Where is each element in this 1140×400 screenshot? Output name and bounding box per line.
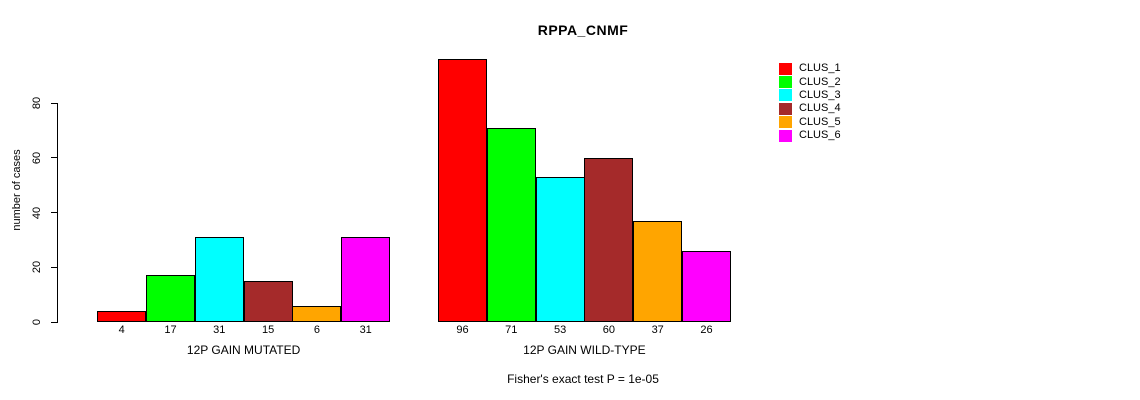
bar-value-clus_5-group1: 6 [313,324,320,336]
legend-label-clus_4: CLUS_4 [799,102,841,115]
legend-row-clus_1: CLUS_1 [779,62,841,75]
legend-row-clus_3: CLUS_3 [779,89,841,102]
bar-clus_5-group2 [633,221,683,322]
legend-label-clus_3: CLUS_3 [799,88,841,101]
bar-clus_3-group2 [535,177,585,322]
bar-value-clus_2-group2: 71 [505,324,518,336]
y-tick-label-40: 40 [31,206,43,219]
legend-label-clus_1: CLUS_1 [799,62,841,75]
legend-row-clus_5: CLUS_5 [779,116,841,129]
bar-clus_1-group1 [97,311,147,322]
bar-value-clus_4-group2: 60 [602,324,616,336]
bar-clus_4-group2 [584,158,634,322]
y-tick-60 [51,157,58,159]
bar-value-clus_4-group1: 15 [261,324,275,336]
bar-value-clus_3-group2: 53 [553,324,567,336]
bar-value-clus_6-group2: 26 [700,324,713,336]
y-tick-label-60: 60 [31,151,43,164]
group-label-mutated: 12P GAIN MUTATED [186,343,301,357]
bar-clus_6-group2 [682,251,731,322]
bar-value-clus_2-group1: 17 [164,324,177,336]
bar-clus_5-group1 [292,306,342,322]
chart-title: RPPA_CNMF [537,22,629,38]
legend-swatch-clus_6 [779,129,792,142]
y-tick-40 [51,212,58,213]
bar-value-clus_3-group1: 31 [213,324,226,336]
bar-value-clus_5-group2: 37 [651,324,664,336]
bar-value-clus_6-group1: 31 [359,324,372,336]
y-tick-0 [51,321,58,323]
legend-swatch-clus_3 [779,89,792,102]
y-tick-label-20: 20 [31,261,43,274]
legend-swatch-clus_4 [779,102,792,115]
bar-clus_1-group2 [438,59,487,322]
bar-clus_4-group1 [243,281,293,322]
legend-swatch-clus_5 [779,116,792,129]
legend-row-clus_2: CLUS_2 [779,75,841,89]
y-tick-20 [51,266,58,268]
bar-value-clus_1-group2: 96 [456,324,469,336]
legend-swatch-clus_1 [779,62,792,75]
y-tick-80 [51,102,58,104]
y-axis-label: number of cases [11,149,23,231]
legend-row-clus_6: CLUS_6 [779,129,841,142]
legend: CLUS_1 CLUS_2 CLUS_3 CLUS_4 CLUS_5 CLUS_6 [779,62,841,142]
legend-label-clus_5: CLUS_5 [799,115,841,128]
bar-clus_2-group2 [486,128,536,322]
legend-row-clus_4: CLUS_4 [779,102,841,115]
legend-label-clus_6: CLUS_6 [799,129,841,142]
legend-label-clus_2: CLUS_2 [799,75,841,88]
y-tick-label-0: 0 [31,318,43,326]
legend-swatch-clus_2 [779,76,792,89]
y-tick-label-80: 80 [31,96,43,110]
bar-value-clus_1-group1: 4 [118,324,125,336]
group-label-wild-type: 12P GAIN WILD-TYPE [523,343,646,357]
bar-clus_2-group1 [146,275,195,322]
fisher-test-annotation: Fisher's exact test P = 1e-05 [507,372,659,386]
bar-clus_3-group1 [194,237,244,322]
bar-clus_6-group1 [341,237,391,322]
